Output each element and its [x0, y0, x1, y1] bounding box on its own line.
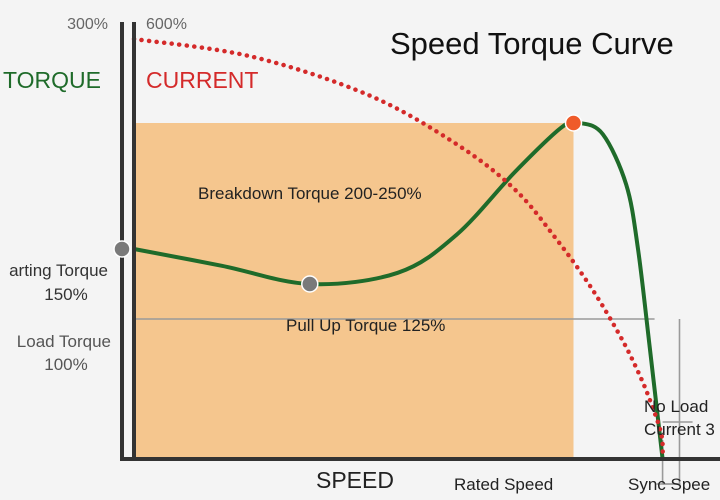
- operating-region: [134, 123, 574, 459]
- no-load-current-label-2: Current 3: [644, 420, 715, 439]
- rated-speed-label: Rated Speed: [454, 475, 553, 494]
- torque-axis-label: TORQUE: [3, 67, 101, 93]
- starting-torque-value: 150%: [44, 285, 87, 304]
- load-torque-label: Load Torque: [17, 332, 111, 351]
- starting-torque-point: [113, 240, 131, 258]
- pull-up-torque-point: [301, 275, 319, 293]
- sync-speed-label: Sync Spee: [628, 475, 710, 494]
- series-current-line: [131, 36, 665, 462]
- breakdown-torque-label: Breakdown Torque 200-250%: [198, 184, 422, 203]
- starting-torque-label: arting Torque: [9, 261, 108, 280]
- current-axis-label: CURRENT: [146, 67, 258, 93]
- points-layer: [113, 114, 583, 293]
- breakdown-torque-point: [564, 114, 583, 132]
- chart-title: Speed Torque Curve: [390, 26, 674, 61]
- load-torque-value: 100%: [44, 355, 87, 374]
- current-max-label: 600%: [146, 16, 187, 33]
- pull-up-torque-label: Pull Up Torque 125%: [286, 316, 445, 335]
- x-axis-label: SPEED: [316, 467, 394, 493]
- torque-max-label: 300%: [67, 16, 108, 33]
- no-load-current-label-1: No Load: [644, 397, 708, 416]
